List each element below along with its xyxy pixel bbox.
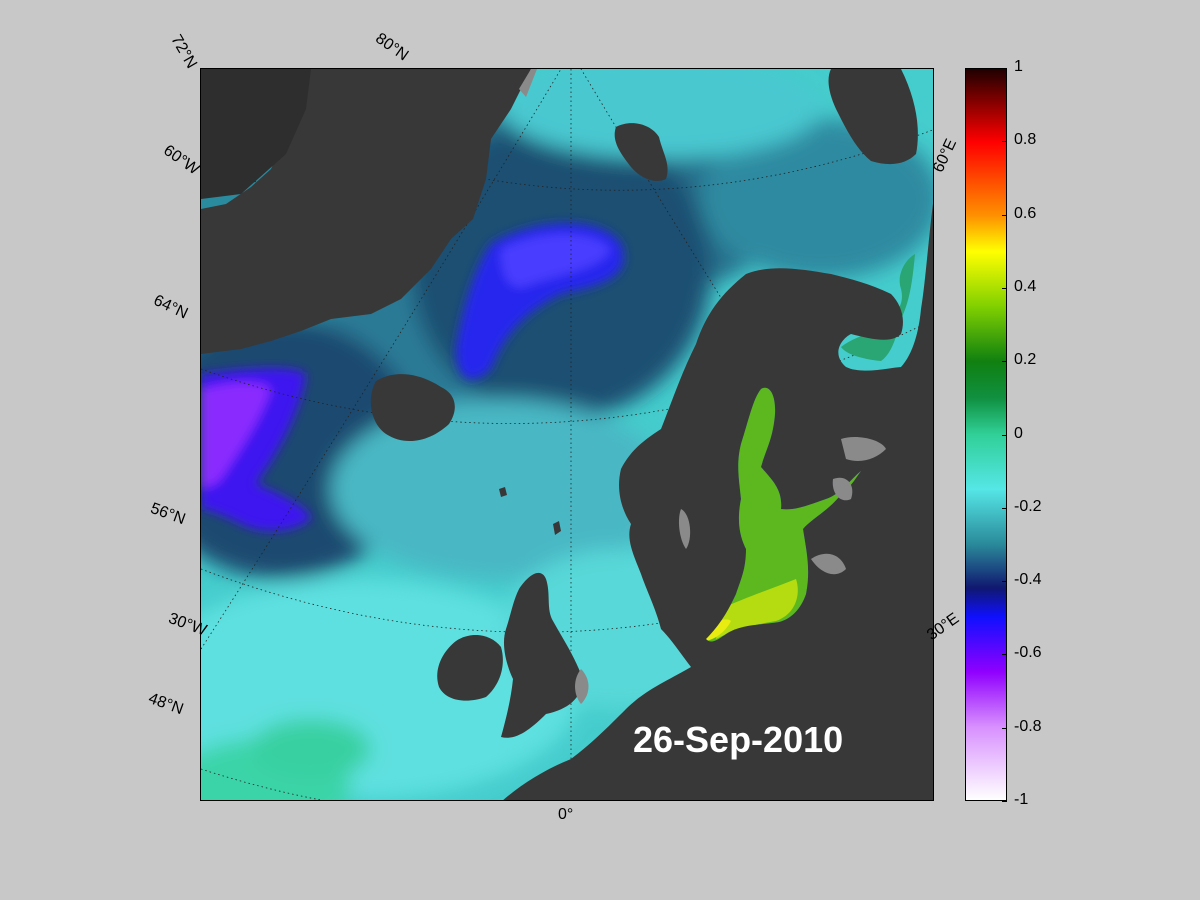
colorbar-tick-mark	[1002, 801, 1007, 802]
label-0: 0°	[558, 806, 574, 823]
scandinavia-russia	[503, 203, 933, 800]
colorbar-tick-label: 0.2	[1014, 351, 1037, 369]
greenland-north	[201, 69, 311, 199]
label-48n: 48°N	[146, 690, 186, 719]
label-80n: 80°N	[372, 30, 412, 65]
colorbar-tick-label: 1	[1014, 58, 1023, 75]
colorbar-tick-label: 0	[1014, 424, 1023, 442]
svalbard	[614, 123, 668, 181]
faroe-islands	[499, 487, 507, 497]
ireland	[437, 635, 503, 701]
label-64n: 64°N	[150, 292, 191, 323]
colorbar-tick-label: -0.6	[1014, 644, 1042, 662]
shetland	[553, 521, 561, 535]
colorbar	[965, 68, 1007, 801]
colorbar-tick-label: -0.2	[1014, 497, 1042, 515]
map-panel: 26-Sep-2010	[200, 68, 934, 801]
denmark	[666, 564, 698, 631]
greenland	[201, 69, 531, 354]
colorbar-tick-mark	[1002, 654, 1007, 656]
anomaly-map	[201, 69, 933, 800]
novaya-zemlya	[828, 69, 918, 165]
colorbar-tick-mark	[1002, 214, 1007, 216]
colorbar-tick-mark	[1002, 68, 1007, 69]
colorbar-tick-mark	[1002, 434, 1007, 436]
colorbar-tick-label: -0.8	[1014, 717, 1042, 735]
date-label: 26-Sep-2010	[633, 719, 844, 760]
label-72n: 72°N	[167, 32, 200, 72]
continental-europe	[504, 668, 708, 800]
land	[201, 69, 933, 800]
coastal-gray-areas	[519, 69, 886, 704]
colorbar-tick-mark	[1002, 287, 1007, 289]
colorbar-tick-label: 0.8	[1014, 131, 1037, 149]
colorbar-tick-mark	[1002, 141, 1007, 143]
colorbar-tick-mark	[1002, 507, 1007, 509]
baltic-sea-anomaly	[706, 387, 861, 642]
colorbar-tick-label: -0.4	[1014, 571, 1042, 589]
colorbar-tick-mark	[1002, 581, 1007, 583]
colorbar-tick-label: 0.6	[1014, 204, 1037, 222]
label-60e: 60°E	[930, 136, 961, 176]
colorbar-tick-label: 0.4	[1014, 277, 1037, 295]
iceland	[370, 374, 455, 442]
colorbar-tick-mark	[1002, 361, 1007, 363]
label-60w: 60°W	[160, 142, 203, 179]
colorbar-tick-mark	[1002, 727, 1007, 729]
negative-anomaly-patches	[201, 223, 624, 531]
colorbar-tick-label: -1	[1014, 791, 1029, 808]
label-56n: 56°N	[148, 500, 188, 529]
great-britain	[501, 572, 582, 738]
